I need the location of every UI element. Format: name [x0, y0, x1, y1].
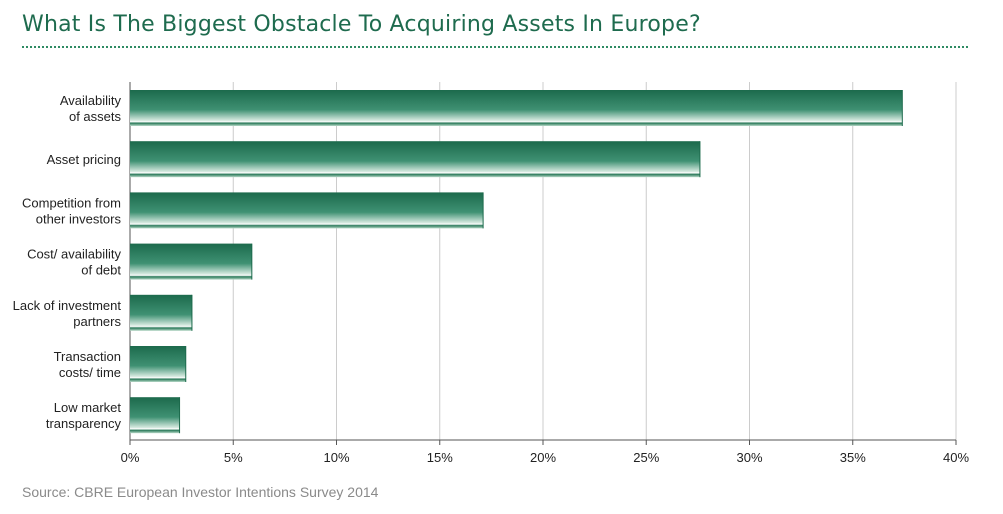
category-label-0-line-1: of assets — [69, 109, 122, 124]
tick-label-0: 0% — [121, 450, 140, 465]
tick-label-15: 15% — [427, 450, 453, 465]
tick-label-40: 40% — [943, 450, 969, 465]
tick-label-20: 20% — [530, 450, 556, 465]
tick-label-5: 5% — [224, 450, 243, 465]
category-label-3-line-0: Cost/ availability — [27, 247, 121, 262]
bars — [130, 90, 903, 434]
title-divider — [22, 46, 968, 48]
category-label-5-line-1: costs/ time — [59, 365, 121, 380]
tick-label-25: 25% — [633, 450, 659, 465]
grid-lines — [129, 82, 957, 441]
bar-3 — [130, 243, 252, 280]
category-label-0-line-0: Availability — [60, 93, 122, 108]
chart-title: What Is The Biggest Obstacle To Acquirin… — [22, 12, 701, 37]
category-label-2-line-1: other investors — [36, 211, 122, 226]
bar-5 — [130, 346, 186, 382]
category-label-2-line-0: Competition from — [22, 195, 121, 210]
category-label-4-line-1: partners — [73, 314, 121, 329]
category-label-6-line-1: transparency — [46, 416, 122, 431]
category-label-4-line-0: Lack of investment — [13, 298, 122, 313]
category-label-6-line-0: Low market — [54, 400, 122, 415]
category-label-1-line-0: Asset pricing — [47, 152, 121, 167]
bar-4 — [130, 294, 192, 331]
x-axis-ticks: 0% 5% 10% 15% 20% 25% 30% 35% 40% — [121, 440, 969, 465]
source-note: Source: CBRE European Investor Intention… — [22, 484, 379, 500]
tick-label-30: 30% — [736, 450, 762, 465]
bar-6 — [130, 397, 180, 434]
bar-1 — [130, 141, 700, 178]
bar-2 — [130, 192, 484, 229]
category-label-5-line-0: Transaction — [54, 349, 121, 364]
tick-label-10: 10% — [323, 450, 349, 465]
bar-0 — [130, 90, 903, 126]
tick-label-35: 35% — [840, 450, 866, 465]
category-label-3-line-1: of debt — [81, 263, 121, 278]
